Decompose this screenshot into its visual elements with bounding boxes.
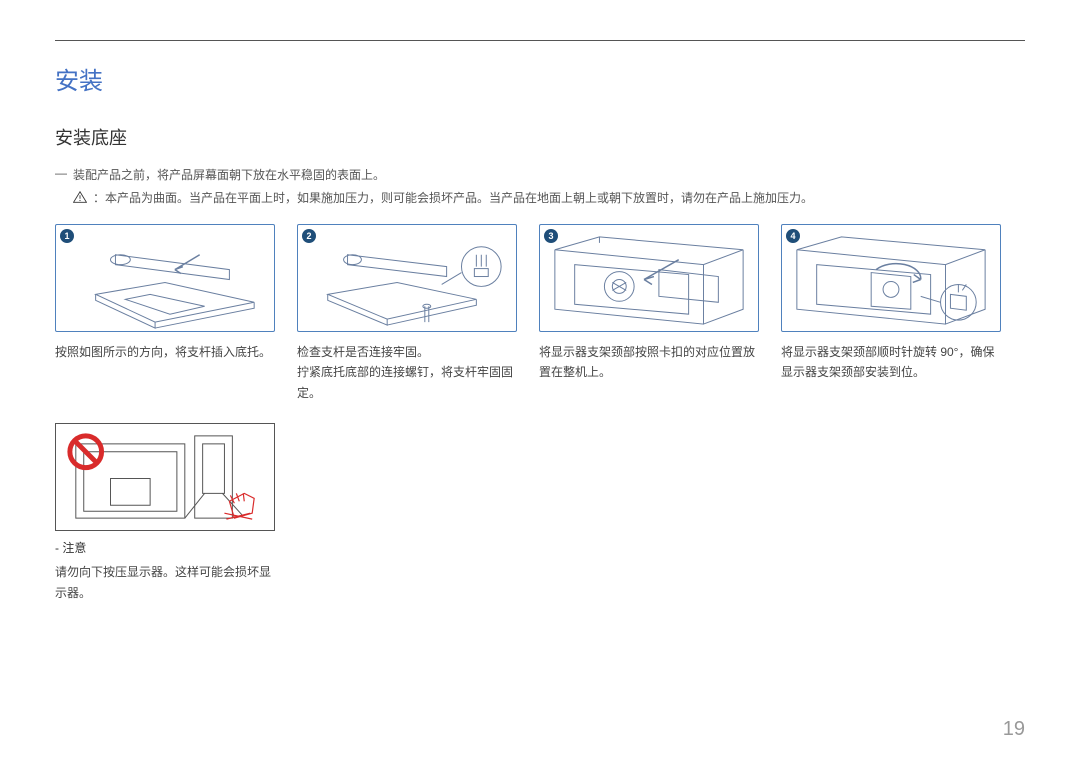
step-1-badge: 1 bbox=[60, 229, 74, 243]
caution-text: 请勿向下按压显示器。这样可能会损坏显示器。 bbox=[55, 562, 275, 603]
page-title: 安装 bbox=[55, 61, 1025, 96]
warning-icon bbox=[73, 191, 87, 203]
step-4: 4 bbox=[781, 224, 1001, 403]
step-3-badge: 3 bbox=[544, 229, 558, 243]
steps-container: 1 按照如图所示的方向，将支杆插入底托。 bbox=[55, 224, 1025, 403]
page-number: 19 bbox=[1003, 718, 1025, 741]
step-2-caption-1: 检查支杆是否连接牢固。 bbox=[297, 342, 517, 362]
caution-label: - 注意 bbox=[55, 539, 275, 556]
step-1-caption-1: 按照如图所示的方向，将支杆插入底托。 bbox=[55, 342, 275, 362]
caution-block: - 注意 请勿向下按压显示器。这样可能会损坏显示器。 bbox=[55, 423, 275, 603]
step-3-figure: 3 bbox=[539, 224, 759, 332]
step-3: 3 bbox=[539, 224, 759, 403]
caution-figure bbox=[55, 423, 275, 531]
step-1: 1 按照如图所示的方向，将支杆插入底托。 bbox=[55, 224, 275, 403]
intro-line: ― 装配产品之前，将产品屏幕面朝下放在水平稳固的表面上。 bbox=[55, 166, 1025, 183]
intro-text: 装配产品之前，将产品屏幕面朝下放在水平稳固的表面上。 bbox=[73, 166, 385, 183]
step-4-figure: 4 bbox=[781, 224, 1001, 332]
step-2-caption-2: 拧紧底托底部的连接螺钉，将支杆牢固固定。 bbox=[297, 362, 517, 403]
step-2: 2 检查支杆是否连接牢固。 bbox=[297, 224, 517, 403]
warning-line: ：本产品为曲面。当产品在平面上时，如果施加压力，则可能会损坏产品。当产品在地面上… bbox=[73, 189, 1025, 206]
step-2-badge: 2 bbox=[302, 229, 316, 243]
top-divider bbox=[55, 40, 1025, 41]
step-2-figure: 2 bbox=[297, 224, 517, 332]
warning-text: ：本产品为曲面。当产品在平面上时，如果施加压力，则可能会损坏产品。当产品在地面上… bbox=[93, 189, 813, 206]
step-4-caption-1: 将显示器支架颈部顺时针旋转 90°，确保显示器支架颈部安装到位。 bbox=[781, 342, 1001, 383]
page-subtitle: 安装底座 bbox=[55, 124, 1025, 150]
dash-icon: ― bbox=[55, 166, 67, 180]
step-4-badge: 4 bbox=[786, 229, 800, 243]
step-3-caption-1: 将显示器支架颈部按照卡扣的对应位置放置在整机上。 bbox=[539, 342, 759, 383]
step-1-figure: 1 bbox=[55, 224, 275, 332]
